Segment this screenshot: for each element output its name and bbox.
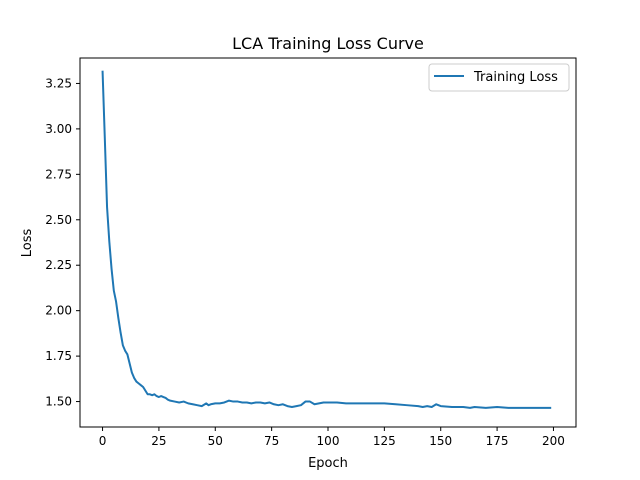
y-tick-label: 3.25 bbox=[45, 76, 72, 90]
y-tick-label: 2.00 bbox=[45, 304, 72, 318]
x-tick-label: 150 bbox=[429, 434, 452, 448]
y-tick-label: 2.75 bbox=[45, 167, 72, 181]
x-tick-label: 100 bbox=[317, 434, 340, 448]
x-axis-label: Epoch bbox=[308, 456, 348, 471]
y-axis-label: Loss bbox=[20, 229, 35, 258]
x-tick-label: 175 bbox=[486, 434, 509, 448]
y-tick-label: 1.50 bbox=[45, 395, 72, 409]
x-tick-label: 50 bbox=[208, 434, 223, 448]
x-tick-label: 0 bbox=[99, 434, 107, 448]
y-tick-label: 2.25 bbox=[45, 258, 72, 272]
x-tick-label: 75 bbox=[264, 434, 279, 448]
x-tick-label: 200 bbox=[542, 434, 565, 448]
x-axis-ticks: 0 25 50 75 100 125 150 175 200 bbox=[99, 427, 565, 448]
legend-box bbox=[428, 63, 570, 92]
y-tick-label: 1.75 bbox=[45, 349, 72, 363]
x-tick-label: 125 bbox=[373, 434, 396, 448]
y-axis-ticks: 1.50 1.75 2.00 2.25 2.50 2.75 3.00 3.25 bbox=[45, 76, 80, 409]
legend: Training Loss bbox=[428, 63, 570, 92]
plot-area bbox=[101, 70, 552, 409]
x-tick-label: 25 bbox=[151, 434, 166, 448]
series-line-training-loss bbox=[101, 70, 552, 409]
chart-title: LCA Training Loss Curve bbox=[232, 34, 424, 53]
y-tick-label: 2.50 bbox=[45, 213, 72, 227]
y-tick-label: 3.00 bbox=[45, 122, 72, 136]
legend-label-training-loss: Training Loss bbox=[473, 70, 558, 85]
